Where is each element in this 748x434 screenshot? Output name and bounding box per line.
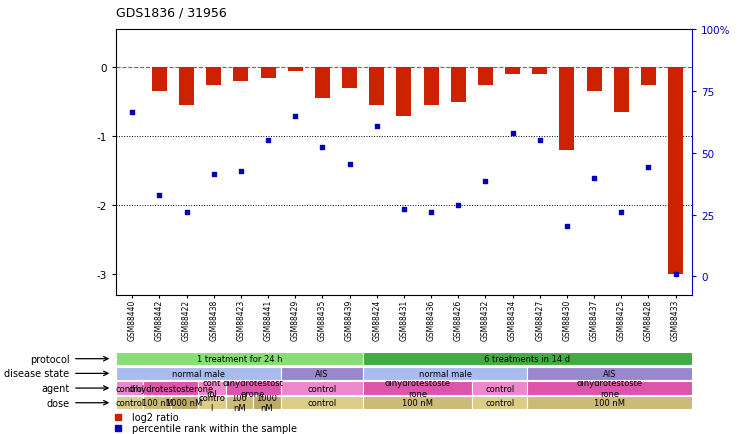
Bar [144, 381, 198, 395]
Bar [363, 381, 473, 395]
Text: contro
l: contro l [198, 393, 225, 412]
Point [453, 202, 465, 209]
Text: control: control [307, 398, 337, 407]
Point [588, 175, 600, 182]
Bar [363, 352, 692, 365]
Point [669, 271, 681, 278]
Point [208, 171, 220, 178]
Bar [363, 367, 527, 380]
Bar [206, 68, 221, 85]
Text: 1 treatment for 24 h: 1 treatment for 24 h [197, 355, 282, 363]
Bar [668, 68, 683, 274]
Point [534, 137, 546, 144]
Bar [260, 68, 275, 79]
Text: dihydrotestoste
rone: dihydrotestoste rone [384, 378, 451, 398]
Bar [363, 396, 473, 410]
Bar [614, 68, 629, 113]
Bar [116, 381, 144, 395]
Text: 6 treatments in 14 d: 6 treatments in 14 d [484, 355, 571, 363]
Bar [280, 381, 363, 395]
Bar [280, 396, 363, 410]
Point [126, 109, 138, 116]
Text: 100 nM: 100 nM [141, 398, 173, 407]
Text: AIS: AIS [315, 369, 328, 378]
Text: dihydrotestoste
rone: dihydrotestoste rone [577, 378, 643, 398]
Bar [116, 396, 144, 410]
Text: log2 ratio: log2 ratio [132, 412, 178, 422]
Text: normal male: normal male [419, 369, 471, 378]
Text: dihydrotestosterone: dihydrotestosterone [128, 384, 213, 393]
Text: 1000 nM: 1000 nM [166, 398, 203, 407]
Bar [342, 68, 357, 89]
Text: control: control [485, 384, 515, 393]
Bar [233, 68, 248, 82]
Bar [116, 367, 280, 380]
Bar [451, 68, 466, 102]
Point [371, 123, 383, 130]
Text: agent: agent [41, 383, 70, 393]
Text: cont
rol: cont rol [203, 378, 221, 398]
Text: 1000
nM: 1000 nM [257, 393, 278, 412]
Bar [533, 68, 548, 75]
Bar [152, 68, 167, 92]
Bar [641, 68, 656, 85]
Text: normal male: normal male [172, 369, 224, 378]
Bar [473, 381, 527, 395]
Bar [288, 68, 303, 72]
Bar [198, 396, 226, 410]
Text: control: control [115, 384, 144, 393]
Bar [478, 68, 493, 85]
Bar [280, 367, 363, 380]
Bar [423, 68, 438, 106]
Text: disease state: disease state [4, 368, 70, 378]
Point [289, 113, 301, 120]
Text: control: control [485, 398, 515, 407]
Text: protocol: protocol [30, 354, 70, 364]
Bar [171, 396, 198, 410]
Text: control: control [115, 398, 144, 407]
Text: AIS: AIS [603, 369, 616, 378]
Bar [527, 367, 692, 380]
Point [153, 192, 165, 199]
Bar [179, 68, 194, 106]
Point [425, 209, 437, 216]
Text: dose: dose [46, 398, 70, 408]
Bar [198, 381, 226, 395]
Bar [527, 396, 692, 410]
Point [316, 144, 328, 151]
Point [616, 209, 628, 216]
Text: dihydrotestost
erone: dihydrotestost erone [223, 378, 283, 398]
Bar [144, 396, 171, 410]
Bar [116, 352, 363, 365]
Bar [226, 396, 253, 410]
Point [643, 164, 654, 171]
Bar [473, 396, 527, 410]
Text: 100 nM: 100 nM [402, 398, 433, 407]
Bar [226, 381, 280, 395]
Point [262, 137, 274, 144]
Point [398, 206, 410, 213]
Text: control: control [307, 384, 337, 393]
Point [343, 161, 355, 168]
Bar [396, 68, 411, 116]
Bar [253, 396, 280, 410]
Bar [560, 68, 574, 151]
Text: percentile rank within the sample: percentile rank within the sample [132, 423, 297, 433]
Bar [370, 68, 384, 106]
Bar [505, 68, 520, 75]
Point [235, 168, 247, 175]
Point [180, 209, 192, 216]
Text: 100 nM: 100 nM [594, 398, 625, 407]
Point [479, 178, 491, 185]
Bar [315, 68, 330, 99]
Point [561, 223, 573, 230]
Bar [586, 68, 601, 92]
Point [506, 130, 518, 137]
Text: 100
nM: 100 nM [231, 393, 248, 412]
Bar [527, 381, 692, 395]
Text: GDS1836 / 31956: GDS1836 / 31956 [116, 7, 227, 20]
